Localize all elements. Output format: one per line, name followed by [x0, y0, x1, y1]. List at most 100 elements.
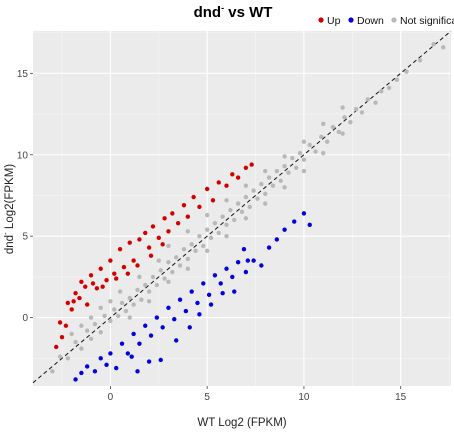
point-not-significant-89 — [340, 105, 345, 110]
point-down-30 — [251, 258, 256, 263]
point-not-significant-40 — [224, 222, 229, 227]
point-down-11 — [137, 341, 142, 346]
point-up-12 — [117, 247, 123, 252]
point-not-significant-80 — [166, 243, 171, 249]
point-down-40 — [135, 369, 140, 374]
point-not-significant-105 — [88, 315, 94, 320]
x-axis-label: WT Log2 (FPKM) — [197, 417, 286, 429]
point-not-significant-39 — [220, 214, 225, 219]
point-down-22 — [201, 281, 206, 286]
point-up-32 — [224, 183, 229, 188]
point-not-significant-95 — [263, 201, 268, 206]
point-not-significant-98 — [321, 150, 326, 156]
point-down-10 — [131, 331, 136, 337]
point-down-45 — [197, 312, 202, 317]
point-not-significant-104 — [146, 299, 152, 304]
point-not-significant-62 — [313, 149, 318, 154]
point-down-31 — [259, 263, 264, 268]
point-not-significant-36 — [208, 235, 214, 241]
point-up-43 — [90, 281, 96, 286]
point-not-significant-96 — [282, 185, 287, 190]
y-axis-label: dnd- Log2(FPKM) — [1, 164, 16, 254]
point-down-25 — [218, 281, 223, 286]
point-down-0 — [73, 377, 78, 382]
point-not-significant-11 — [112, 307, 117, 312]
legend-label-down: Down — [357, 15, 384, 27]
point-not-significant-66 — [336, 129, 341, 135]
point-down-39 — [245, 258, 251, 263]
point-not-significant-33 — [197, 233, 202, 239]
point-not-significant-7 — [92, 321, 98, 327]
point-not-significant-34 — [201, 243, 206, 249]
point-not-significant-12 — [115, 313, 121, 319]
point-down-2 — [84, 364, 90, 369]
legend-marker-not-significant — [391, 17, 397, 23]
point-not-significant-26 — [170, 269, 175, 275]
point-not-significant-59 — [297, 150, 303, 156]
point-not-significant-0 — [50, 369, 55, 374]
point-down-37 — [307, 222, 312, 227]
point-not-significant-69 — [353, 106, 359, 112]
x-tick-label-2: 10 — [298, 392, 310, 403]
y-tick-label-0: 0 — [22, 313, 28, 324]
point-not-significant-32 — [193, 248, 198, 254]
point-not-significant-9 — [102, 313, 107, 319]
point-down-17 — [172, 317, 177, 322]
grid — [33, 31, 451, 386]
point-up-41 — [77, 295, 82, 301]
point-up-13 — [121, 264, 127, 270]
point-not-significant-70 — [359, 110, 365, 115]
point-not-significant-87 — [301, 139, 307, 144]
point-up-15 — [131, 258, 136, 263]
point-not-significant-47 — [251, 188, 256, 193]
point-up-3 — [73, 290, 78, 296]
point-up-36 — [249, 162, 254, 167]
point-down-3 — [92, 369, 98, 374]
point-not-significant-109 — [79, 323, 84, 328]
point-not-significant-85 — [263, 168, 268, 174]
y-tick-label-3: 15 — [17, 69, 29, 80]
point-not-significant-54 — [278, 178, 283, 184]
point-not-significant-24 — [162, 276, 167, 281]
point-down-26 — [224, 266, 229, 271]
point-down-27 — [230, 274, 235, 280]
point-down-41 — [146, 359, 152, 364]
point-down-7 — [114, 365, 119, 371]
point-not-significant-72 — [373, 100, 378, 105]
x-tick-label-1: 5 — [204, 392, 210, 403]
point-not-significant-42 — [232, 217, 237, 223]
point-not-significant-91 — [185, 266, 191, 271]
point-down-34 — [282, 227, 287, 232]
point-not-significant-76 — [404, 69, 409, 74]
point-not-significant-88 — [321, 121, 326, 127]
point-not-significant-17 — [135, 287, 140, 293]
point-down-6 — [108, 351, 113, 356]
point-not-significant-19 — [143, 282, 148, 288]
point-not-significant-8 — [98, 330, 103, 335]
point-up-10 — [108, 258, 113, 263]
point-up-46 — [125, 271, 131, 276]
point-not-significant-23 — [158, 268, 163, 273]
point-up-19 — [150, 224, 156, 229]
point-down-4 — [98, 356, 103, 361]
point-up-35 — [243, 165, 249, 170]
y-tick-label-1: 5 — [22, 232, 28, 243]
point-not-significant-83 — [224, 198, 229, 203]
point-up-23 — [170, 211, 175, 216]
chart-title-superscript: - — [221, 3, 224, 13]
point-down-13 — [148, 333, 154, 338]
point-not-significant-51 — [266, 175, 272, 180]
point-not-significant-67 — [342, 115, 347, 120]
point-not-significant-77 — [417, 58, 423, 63]
point-down-29 — [243, 269, 249, 275]
point-up-33 — [230, 172, 235, 177]
point-up-8 — [98, 266, 103, 271]
point-up-18 — [146, 245, 152, 250]
point-not-significant-13 — [119, 300, 125, 306]
point-not-significant-81 — [185, 229, 191, 234]
point-down-9 — [125, 351, 131, 356]
point-not-significant-18 — [139, 297, 144, 302]
point-down-38 — [241, 247, 247, 252]
point-not-significant-63 — [319, 134, 324, 140]
